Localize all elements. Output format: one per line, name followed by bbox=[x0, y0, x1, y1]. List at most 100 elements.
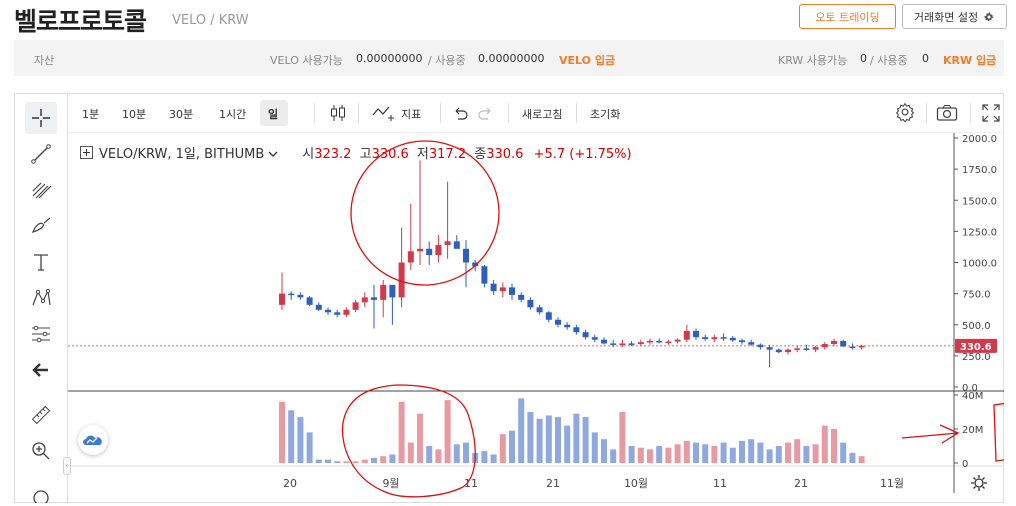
candle-body bbox=[297, 294, 304, 298]
auto-trading-button[interactable]: 오토 트레이딩 bbox=[799, 4, 896, 29]
legend-close: 330.6 bbox=[486, 147, 524, 162]
volume-bar bbox=[610, 449, 617, 463]
drawing-toolbar bbox=[14, 93, 68, 503]
volume-bar bbox=[380, 456, 387, 463]
active-interval-highlight bbox=[260, 100, 288, 126]
candle-body bbox=[545, 312, 552, 320]
interval-30m[interactable]: 30분 bbox=[169, 108, 194, 121]
candle-body bbox=[849, 346, 856, 349]
volume-bar bbox=[785, 442, 791, 463]
candle-body bbox=[325, 309, 331, 313]
ruler-tool[interactable] bbox=[25, 399, 57, 431]
volume-bar bbox=[463, 442, 469, 463]
volume-bar bbox=[729, 447, 736, 463]
collapse-toolbar-button[interactable]: ‹ bbox=[63, 457, 71, 475]
volume-bar bbox=[582, 417, 589, 463]
volume-bar bbox=[398, 401, 405, 463]
trendline-tool[interactable] bbox=[25, 138, 57, 170]
volume-bar bbox=[518, 398, 525, 463]
price-chart[interactable]: 2000.01750.01500.01250.01000.0750.0500.0… bbox=[68, 133, 1004, 503]
crosshair-tool[interactable] bbox=[25, 102, 57, 134]
candle-body bbox=[637, 342, 644, 345]
candle-body bbox=[481, 266, 488, 284]
back-tool[interactable] bbox=[25, 354, 57, 386]
chevron-down-icon[interactable] bbox=[268, 150, 278, 158]
krw-in-use-value: 0 bbox=[922, 52, 929, 65]
reset-button[interactable]: 초기화 bbox=[590, 108, 621, 121]
refresh-button[interactable]: 새로고침 bbox=[522, 108, 563, 121]
magnet-tool[interactable] bbox=[25, 487, 57, 503]
time-tick-label: 9월 bbox=[382, 477, 399, 490]
candle-body bbox=[729, 337, 736, 341]
undo-icon[interactable] bbox=[452, 106, 468, 120]
volume-bar bbox=[545, 415, 552, 463]
cloud-chart-icon bbox=[83, 435, 102, 445]
chart-settings-icon[interactable] bbox=[895, 102, 915, 122]
chart-legend: VELO/KRW, 1일, BITHUMB 시323.2 고330.6 저317.… bbox=[80, 143, 632, 162]
price-tick-label: 500.0 bbox=[962, 321, 991, 332]
volume-tick-label: 0 bbox=[962, 459, 968, 470]
volume-tick-label: 20M bbox=[962, 425, 983, 436]
candle-body bbox=[840, 340, 847, 347]
volume-bar bbox=[637, 447, 644, 463]
price-tick-label: 750.0 bbox=[962, 290, 991, 301]
volume-bar bbox=[702, 444, 709, 463]
candle-body bbox=[407, 251, 414, 263]
fullscreen-icon[interactable] bbox=[982, 104, 1000, 122]
volume-bar bbox=[306, 432, 313, 463]
candle-body bbox=[435, 245, 442, 256]
logo-badge[interactable] bbox=[78, 425, 108, 455]
krw-available-label: KRW 사용가능 bbox=[778, 54, 848, 67]
candle-body bbox=[775, 349, 782, 353]
legend-symbol[interactable]: VELO/KRW, 1일, BITHUMB bbox=[99, 147, 265, 162]
candle-body bbox=[343, 309, 350, 315]
screen-settings-label: 거래화면 설정 bbox=[913, 10, 979, 24]
interval-10m[interactable]: 10분 bbox=[122, 108, 147, 121]
time-tick-label: 10월 bbox=[624, 477, 648, 490]
pattern-tool[interactable] bbox=[25, 282, 57, 314]
velo-deposit-link[interactable]: VELO 입금 bbox=[559, 54, 616, 67]
indicator-button[interactable]: 지표 bbox=[401, 108, 422, 121]
candlestick-type-icon[interactable] bbox=[330, 104, 346, 122]
candle-body bbox=[683, 330, 690, 340]
pattern-icon bbox=[32, 288, 51, 306]
volume-bar bbox=[325, 459, 331, 463]
volume-bar bbox=[361, 459, 368, 463]
interval-1h[interactable]: 1시간 bbox=[219, 108, 247, 121]
interval-day[interactable]: 일 bbox=[268, 108, 279, 121]
candle-body bbox=[463, 248, 469, 263]
volume-bar bbox=[748, 439, 755, 463]
velo-available-value: 0.00000000 bbox=[356, 52, 423, 65]
annotation-ellipse bbox=[350, 140, 500, 286]
candle-body bbox=[739, 340, 745, 343]
redo-icon[interactable] bbox=[478, 106, 494, 120]
volume-bar bbox=[389, 454, 396, 463]
legend-open: 323.2 bbox=[314, 147, 352, 162]
zoom-tool[interactable] bbox=[25, 435, 57, 467]
volume-bar bbox=[555, 417, 561, 463]
time-tick-label: 21 bbox=[794, 477, 808, 490]
time-tick-label: 20 bbox=[283, 477, 297, 490]
expand-legend-icon[interactable] bbox=[80, 146, 93, 159]
camera-icon[interactable] bbox=[936, 104, 958, 122]
candle-body bbox=[665, 341, 672, 344]
interval-1m[interactable]: 1분 bbox=[82, 108, 100, 121]
fib-tool[interactable] bbox=[25, 174, 57, 206]
volume-bar bbox=[831, 429, 837, 463]
last-price-label: 330.6 bbox=[960, 342, 992, 353]
candle-body bbox=[858, 345, 865, 348]
volume-bar bbox=[573, 413, 580, 463]
volume-bar bbox=[821, 425, 828, 463]
candle-body bbox=[582, 332, 589, 338]
krw-deposit-link[interactable]: KRW 입금 bbox=[943, 54, 997, 67]
candle-body bbox=[444, 241, 451, 246]
volume-bar bbox=[536, 418, 543, 463]
text-tool[interactable] bbox=[25, 246, 57, 278]
volume-bar bbox=[720, 442, 727, 463]
candle-body bbox=[536, 307, 543, 313]
screen-settings-button[interactable]: 거래화면 설정 bbox=[902, 4, 1007, 29]
volume-bar bbox=[334, 461, 341, 463]
brush-tool[interactable] bbox=[25, 210, 57, 242]
measure-tool[interactable] bbox=[25, 318, 57, 350]
price-tick-label: 2000.0 bbox=[962, 134, 997, 145]
